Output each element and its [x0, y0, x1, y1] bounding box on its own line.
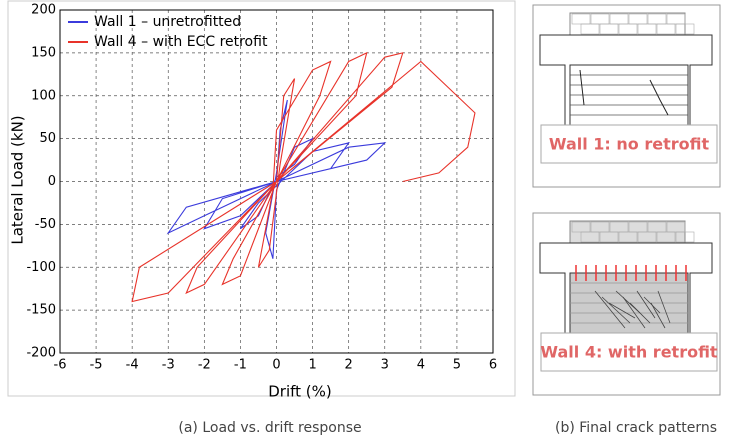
label-box [540, 332, 718, 372]
crack [650, 302, 666, 329]
legend-label: Wall 4 – with ECC retrofit [94, 34, 268, 50]
y-axis-label: Lateral Load (kN) [9, 115, 27, 244]
x-tick-label: -6 [54, 358, 67, 373]
x-tick-label: 0 [272, 358, 280, 373]
x-tick-label: -2 [198, 358, 211, 373]
y-tick-label: 0 [48, 174, 56, 189]
brick [618, 23, 638, 35]
y-tick-label: -100 [26, 260, 56, 275]
x-tick-label: 5 [453, 358, 461, 373]
crack [657, 290, 671, 324]
brick [599, 23, 619, 35]
brick [675, 23, 695, 35]
crack [649, 79, 669, 116]
brick [656, 231, 676, 243]
x-tick-label: -5 [90, 358, 103, 373]
data-line [131, 51, 476, 303]
x-axis-label: Drift (%) [268, 383, 332, 401]
y-tick-label: 200 [31, 3, 56, 18]
crack [608, 302, 636, 319]
brick [580, 23, 600, 35]
y-tick-label: 50 [39, 131, 56, 146]
brick [675, 231, 695, 243]
crack [629, 302, 651, 324]
panel-label: Wall 4: with retrofit [540, 343, 718, 362]
y-tick-label: -200 [26, 346, 56, 361]
brick [637, 23, 657, 35]
legend-label: Wall 1 – unretrofitted [94, 14, 241, 30]
crack [594, 290, 626, 329]
caption: (a) Load vs. drift response [178, 420, 361, 436]
x-tick-label: 1 [308, 358, 316, 373]
caption: (b) Final crack patterns [555, 420, 717, 436]
y-tick-label: 150 [31, 45, 56, 60]
crack [601, 296, 631, 324]
y-tick-label: -50 [35, 217, 56, 232]
plot-area [59, 9, 494, 354]
crack [579, 69, 585, 106]
x-tick-label: -3 [162, 358, 175, 373]
brick [618, 231, 638, 243]
brick [656, 23, 676, 35]
y-tick-label: 100 [31, 88, 56, 103]
brick [599, 231, 619, 243]
crack [622, 296, 646, 329]
x-tick-label: -4 [126, 358, 139, 373]
crack-panels [532, 4, 721, 396]
x-tick-label: 6 [489, 358, 497, 373]
y-tick-label: -150 [26, 303, 56, 318]
brick [580, 231, 600, 243]
x-tick-label: -1 [234, 358, 247, 373]
label-box [540, 124, 718, 164]
x-tick-label: 2 [345, 358, 353, 373]
x-tick-label: 4 [417, 358, 425, 373]
crack [636, 290, 656, 319]
brick [637, 231, 657, 243]
x-tick-label: 3 [381, 358, 389, 373]
panel-label: Wall 1: no retrofit [549, 135, 710, 154]
